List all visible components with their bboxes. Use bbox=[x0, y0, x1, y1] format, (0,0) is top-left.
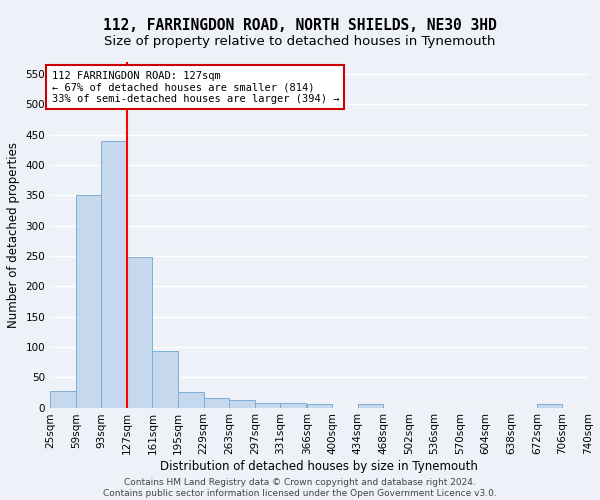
Bar bbox=[307, 404, 332, 407]
Bar bbox=[50, 391, 76, 407]
Bar bbox=[178, 392, 203, 407]
Y-axis label: Number of detached properties: Number of detached properties bbox=[7, 142, 20, 328]
Bar bbox=[255, 404, 280, 407]
Bar bbox=[229, 400, 255, 407]
Bar bbox=[537, 404, 562, 407]
Text: 112, FARRINGDON ROAD, NORTH SHIELDS, NE30 3HD: 112, FARRINGDON ROAD, NORTH SHIELDS, NE3… bbox=[103, 18, 497, 32]
X-axis label: Distribution of detached houses by size in Tynemouth: Distribution of detached houses by size … bbox=[160, 460, 478, 473]
Bar bbox=[152, 351, 178, 408]
Bar bbox=[203, 398, 229, 407]
Text: Contains HM Land Registry data © Crown copyright and database right 2024.
Contai: Contains HM Land Registry data © Crown c… bbox=[103, 478, 497, 498]
Bar bbox=[280, 404, 306, 407]
Bar bbox=[127, 257, 152, 408]
Bar bbox=[101, 141, 127, 407]
Text: 112 FARRINGDON ROAD: 127sqm
← 67% of detached houses are smaller (814)
33% of se: 112 FARRINGDON ROAD: 127sqm ← 67% of det… bbox=[52, 70, 339, 104]
Bar bbox=[358, 404, 383, 407]
Text: Size of property relative to detached houses in Tynemouth: Size of property relative to detached ho… bbox=[104, 35, 496, 48]
Bar bbox=[76, 196, 101, 408]
